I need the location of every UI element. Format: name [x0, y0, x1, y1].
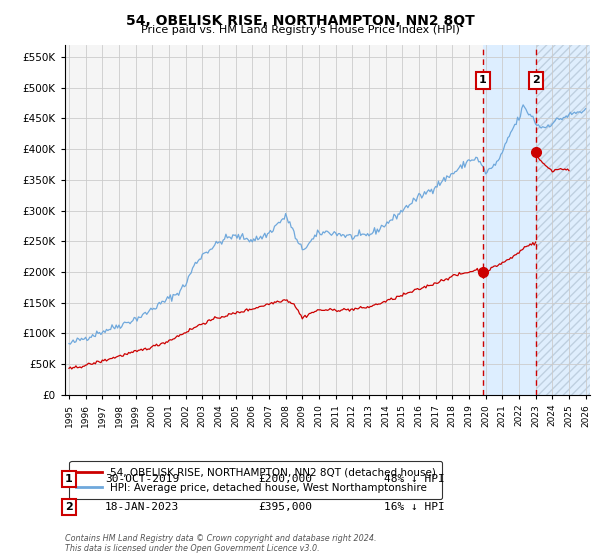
Text: 2: 2: [532, 76, 540, 86]
Legend: 54, OBELISK RISE, NORTHAMPTON, NN2 8QT (detached house), HPI: Average price, det: 54, OBELISK RISE, NORTHAMPTON, NN2 8QT (…: [70, 461, 442, 500]
Text: 30-OCT-2019: 30-OCT-2019: [105, 474, 179, 484]
Bar: [483, 45, 536, 395]
Text: £395,000: £395,000: [258, 502, 312, 512]
Text: 48% ↓ HPI: 48% ↓ HPI: [384, 474, 445, 484]
Text: 18-JAN-2023: 18-JAN-2023: [105, 502, 179, 512]
Text: 1: 1: [479, 76, 487, 86]
Text: £200,000: £200,000: [258, 474, 312, 484]
Text: 1: 1: [65, 474, 73, 484]
Text: 2: 2: [65, 502, 73, 512]
Text: Price paid vs. HM Land Registry's House Price Index (HPI): Price paid vs. HM Land Registry's House …: [140, 25, 460, 35]
Text: 54, OBELISK RISE, NORTHAMPTON, NN2 8QT: 54, OBELISK RISE, NORTHAMPTON, NN2 8QT: [125, 14, 475, 28]
Text: 16% ↓ HPI: 16% ↓ HPI: [384, 502, 445, 512]
Text: Contains HM Land Registry data © Crown copyright and database right 2024.
This d: Contains HM Land Registry data © Crown c…: [65, 534, 376, 553]
Bar: [536, 45, 594, 395]
